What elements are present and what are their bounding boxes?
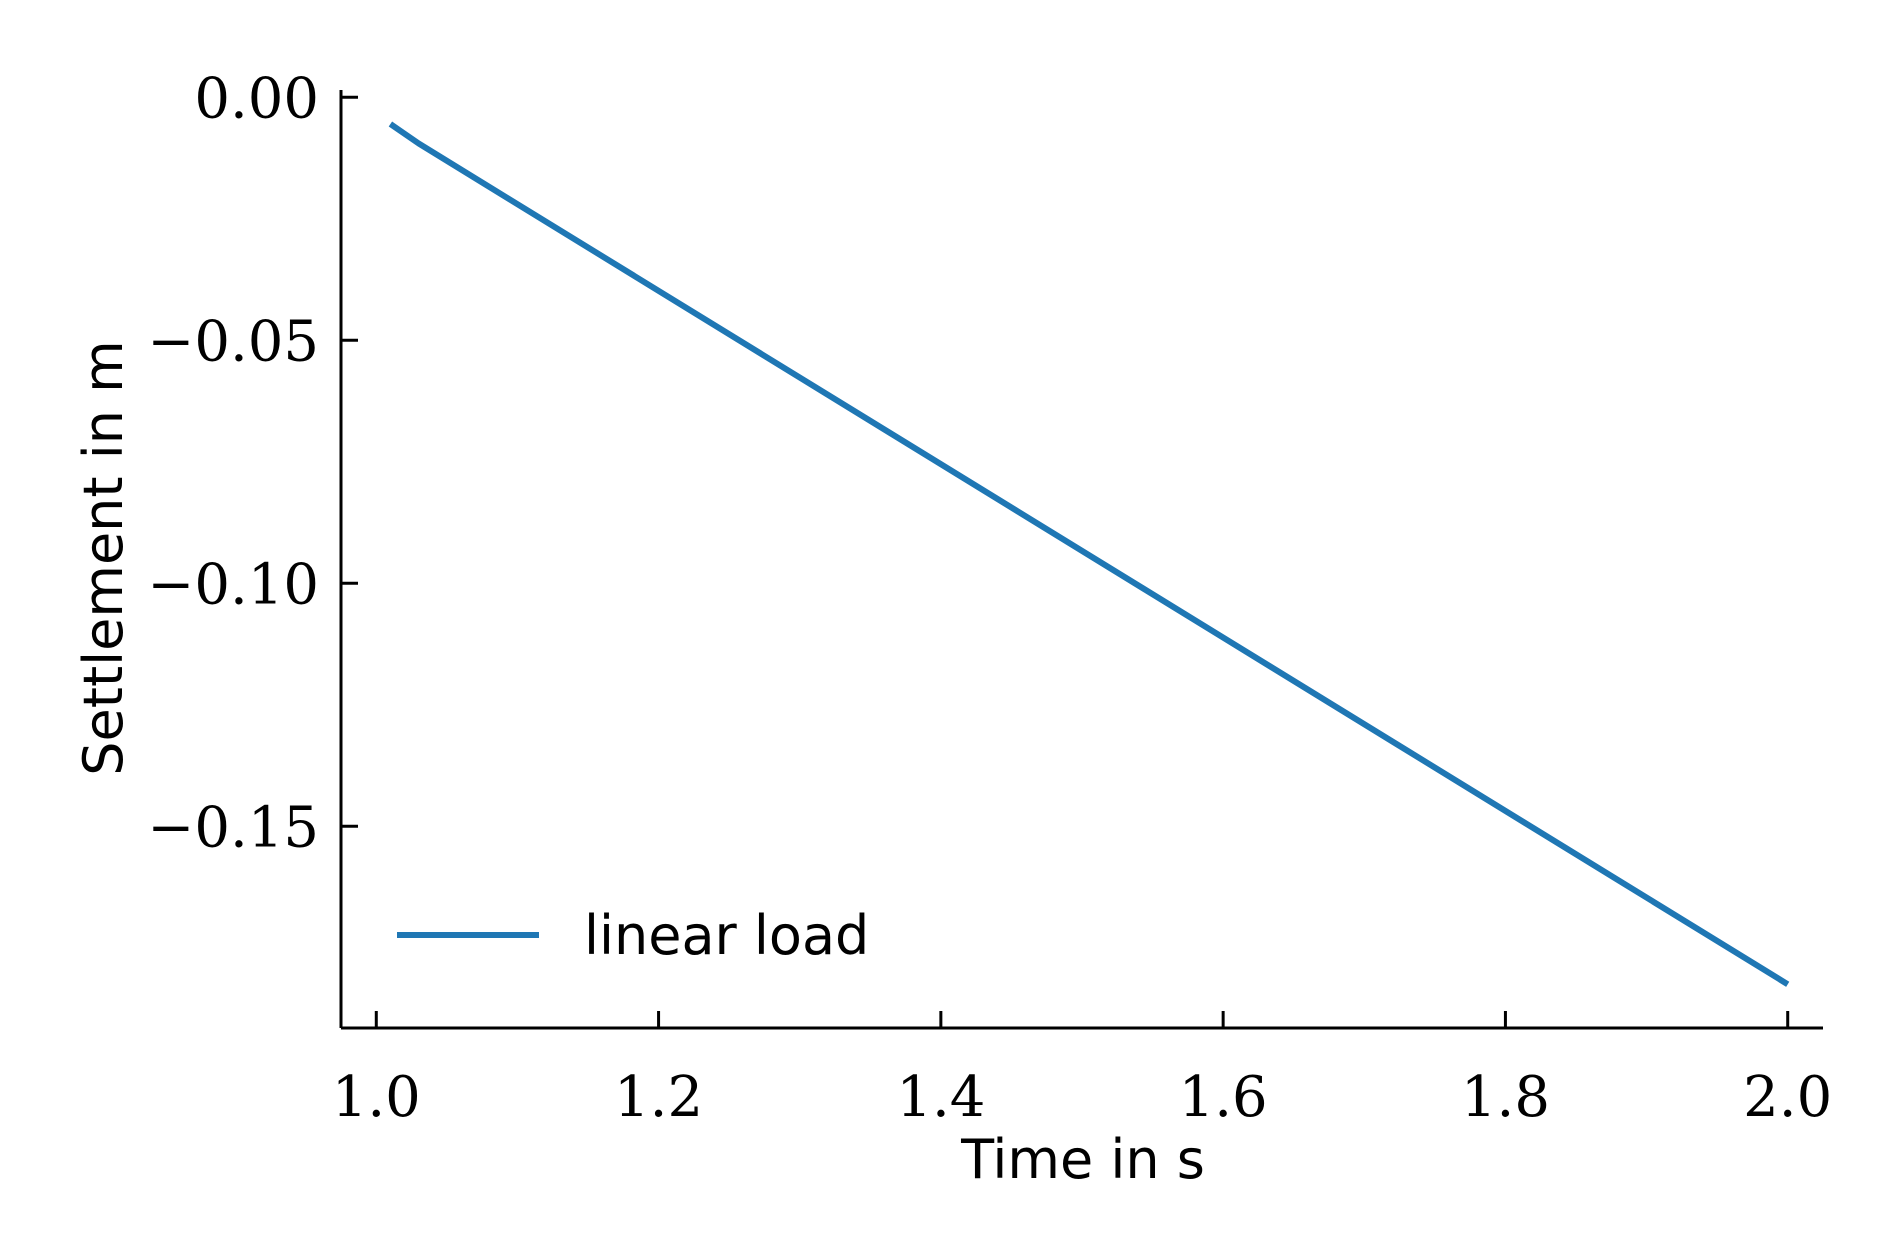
x-tick-label: 2.0 <box>1743 1065 1832 1130</box>
x-ticks: 1.0 1.2 1.4 1.6 1.8 2.0 <box>332 1011 1832 1130</box>
x-tick-label: 1.8 <box>1461 1065 1550 1130</box>
axes <box>339 90 1823 1030</box>
x-tick-label: 1.2 <box>614 1065 703 1130</box>
x-tick-label: 1.0 <box>332 1065 421 1130</box>
legend: linear load <box>397 904 869 967</box>
x-axis-label: Time in s <box>960 1128 1205 1191</box>
series-line-linear-load <box>388 121 1790 987</box>
series-layer <box>388 121 1790 987</box>
legend-label-linear-load: linear load <box>584 904 869 967</box>
y-axis-label: Settlement in m <box>72 340 135 775</box>
x-tick-label: 1.4 <box>896 1065 985 1130</box>
y-tick-label: 0.00 <box>194 66 319 131</box>
y-tick-label: −0.15 <box>147 795 319 860</box>
y-tick-label: −0.05 <box>147 309 319 374</box>
x-tick-label: 1.6 <box>1179 1065 1268 1130</box>
y-tick-label: −0.10 <box>147 552 319 617</box>
y-ticks: 0.00 −0.05 −0.10 −0.15 <box>147 66 358 860</box>
